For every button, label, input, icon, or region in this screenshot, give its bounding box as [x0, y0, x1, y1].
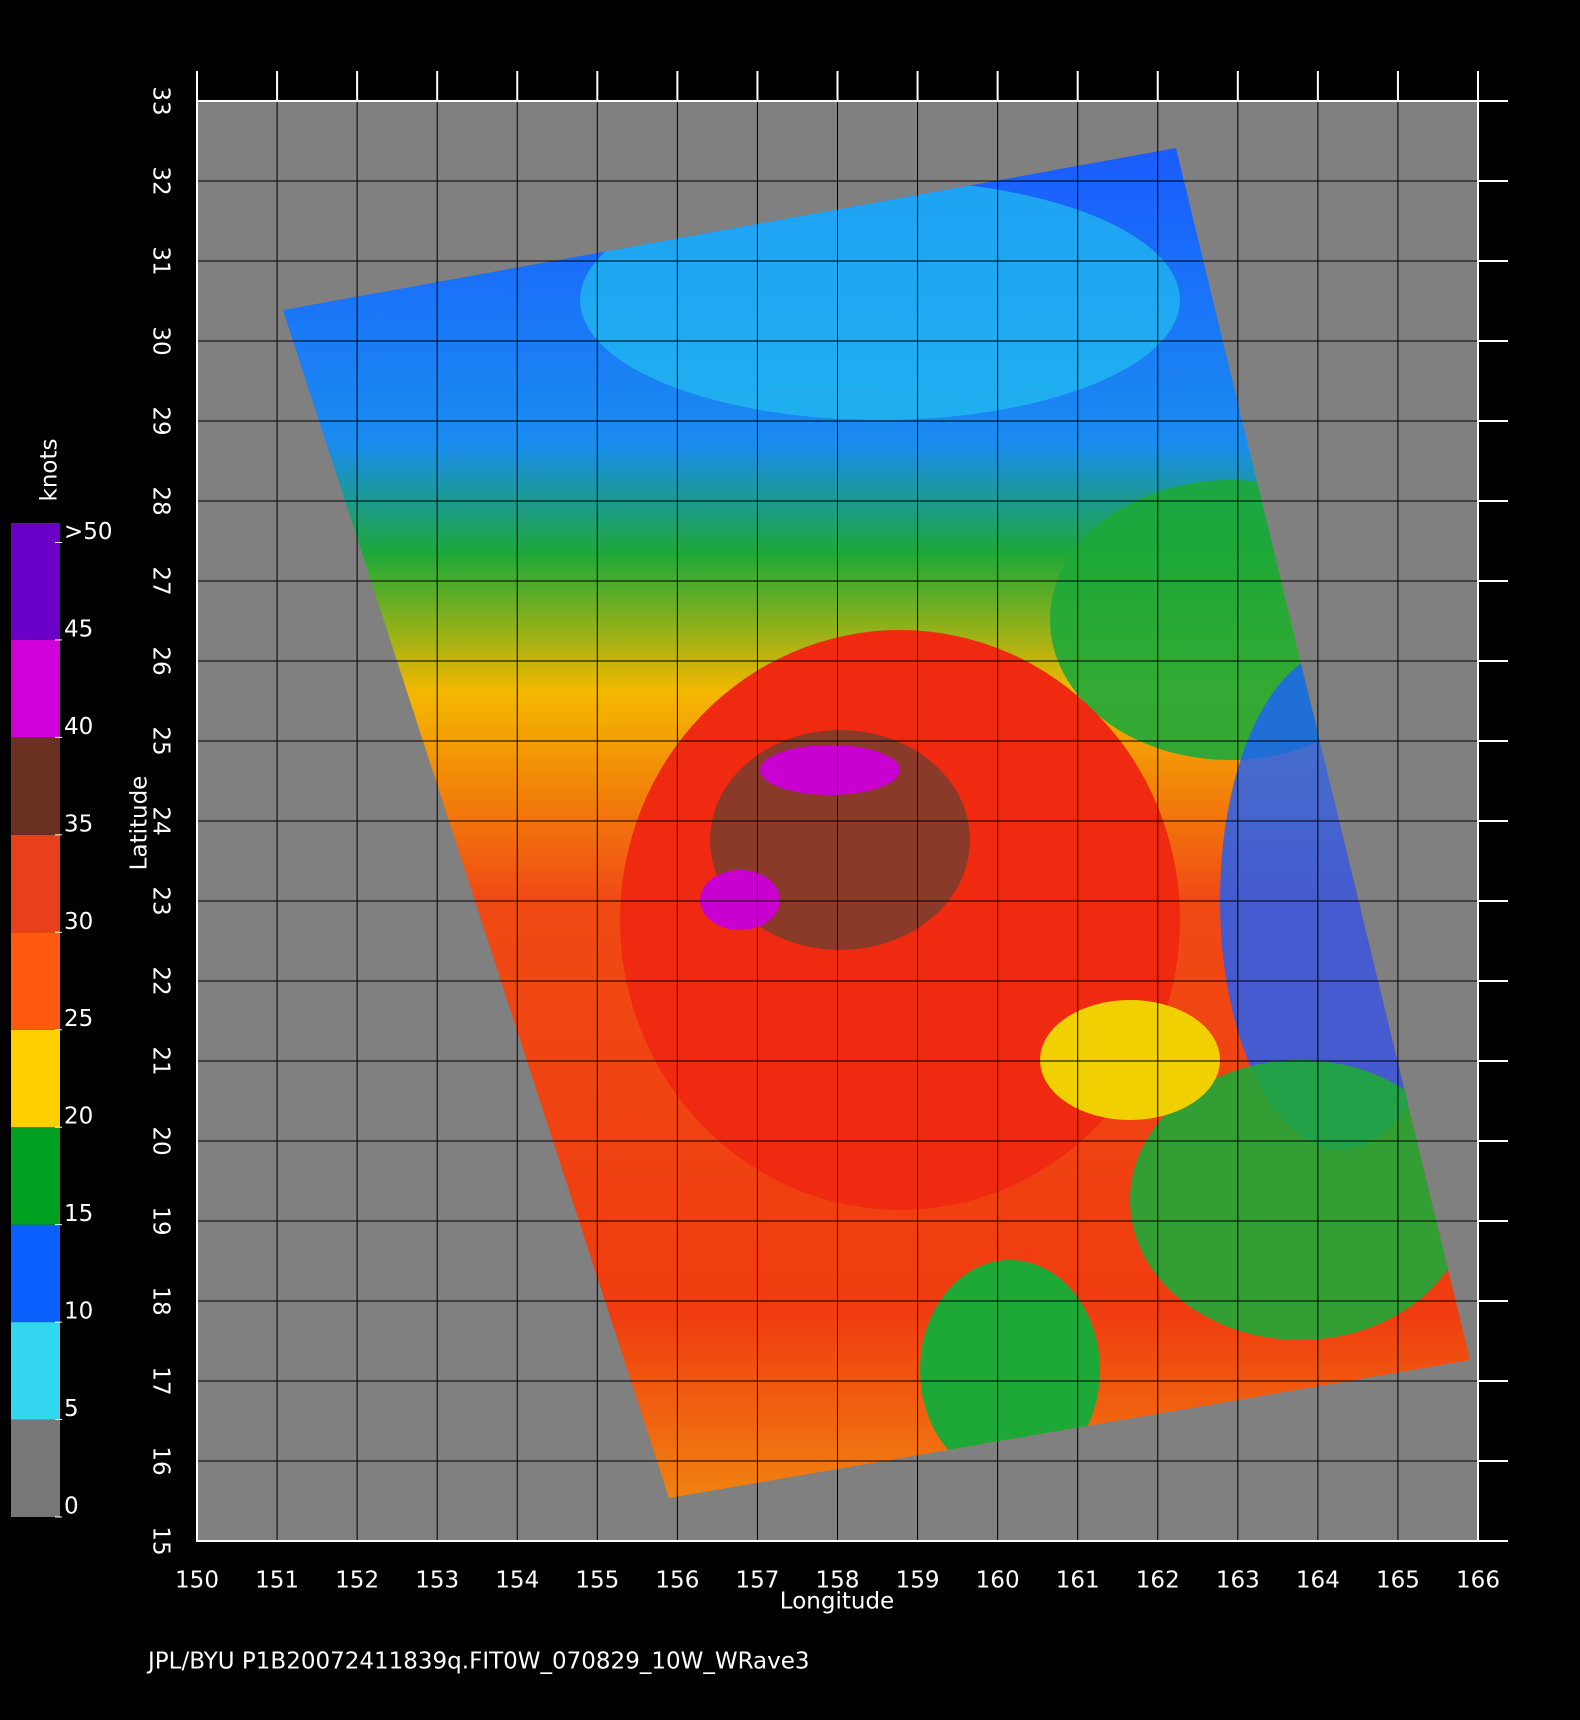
colorbar-tick-label: >50	[64, 519, 113, 545]
colorbar-label: knots	[37, 439, 63, 502]
y-tick-label: 18	[148, 1286, 174, 1315]
x-tick-label: 155	[575, 1568, 619, 1594]
colorbar-band	[11, 737, 60, 835]
y-tick-label: 33	[148, 86, 174, 115]
x-tick-label: 150	[175, 1568, 219, 1594]
y-tick-label: 29	[148, 406, 174, 435]
x-tick-label: 159	[896, 1568, 940, 1594]
x-tick-label: 157	[735, 1568, 779, 1594]
colorbar-band	[11, 1127, 60, 1225]
colorbar-band	[11, 1224, 60, 1323]
x-tick-label: 165	[1376, 1568, 1420, 1594]
y-tick-label: 24	[148, 806, 174, 835]
colorbar-band	[11, 523, 60, 640]
y-tick-label: 25	[148, 726, 174, 755]
colorbar-tick-label: 10	[64, 1299, 93, 1325]
x-tick-label: 153	[415, 1568, 459, 1594]
x-tick-label: 163	[1216, 1568, 1260, 1594]
y-tick-label: 21	[148, 1046, 174, 1075]
x-axis-label: Longitude	[780, 1589, 894, 1615]
x-tick-label: 152	[335, 1568, 379, 1594]
colorbar-tick-label: 25	[64, 1006, 93, 1032]
colorbar-tick-label: 20	[64, 1104, 93, 1130]
colorbar-tick-label: 30	[64, 909, 93, 935]
footer: JPL/BYU P1B20072411839q.FIT0W_070829_10W…	[146, 1649, 810, 1675]
colorbar-tick-label: 35	[64, 811, 93, 837]
y-tick-label: 26	[148, 646, 174, 675]
x-tick-label: 160	[976, 1568, 1020, 1594]
x-tick-label: 151	[255, 1568, 299, 1594]
x-tick-label: 158	[816, 1568, 860, 1594]
x-tick-label: 156	[655, 1568, 699, 1594]
colorbar-tick-label: 45	[64, 616, 93, 642]
colorbar-band	[11, 1322, 60, 1420]
y-tick-label: 30	[148, 326, 174, 355]
x-tick-label: 154	[495, 1568, 539, 1594]
y-axis-label: Latitude	[127, 776, 153, 871]
y-tick-label: 27	[148, 566, 174, 595]
colorbar-band	[11, 834, 60, 933]
y-tick-label: 31	[148, 246, 174, 275]
colorbar-band	[11, 1419, 60, 1517]
colorbar-tick-label: 0	[64, 1494, 79, 1520]
colorbar-band	[11, 1029, 60, 1128]
plot-frame	[196, 100, 1479, 1542]
colorbar-band	[11, 932, 60, 1030]
x-tick-label: 162	[1136, 1568, 1180, 1594]
x-tick-label: 161	[1056, 1568, 1100, 1594]
colorbar-tick-label: 40	[64, 714, 93, 740]
y-tick-label: 32	[148, 166, 174, 195]
y-tick-label: 15	[148, 1526, 174, 1555]
y-tick-label: 20	[148, 1126, 174, 1155]
y-tick-label: 16	[148, 1446, 174, 1475]
colorbar-tick-label: 5	[64, 1396, 79, 1422]
colorbar-band	[11, 639, 60, 738]
y-tick-label: 22	[148, 966, 174, 995]
y-tick-label: 23	[148, 886, 174, 915]
x-tick-label: 164	[1296, 1568, 1340, 1594]
y-tick-label: 28	[148, 486, 174, 515]
y-tick-label: 19	[148, 1206, 174, 1235]
x-tick-label: 166	[1456, 1568, 1500, 1594]
colorbar-tick-label: 15	[64, 1201, 93, 1227]
y-tick-label: 17	[148, 1366, 174, 1395]
